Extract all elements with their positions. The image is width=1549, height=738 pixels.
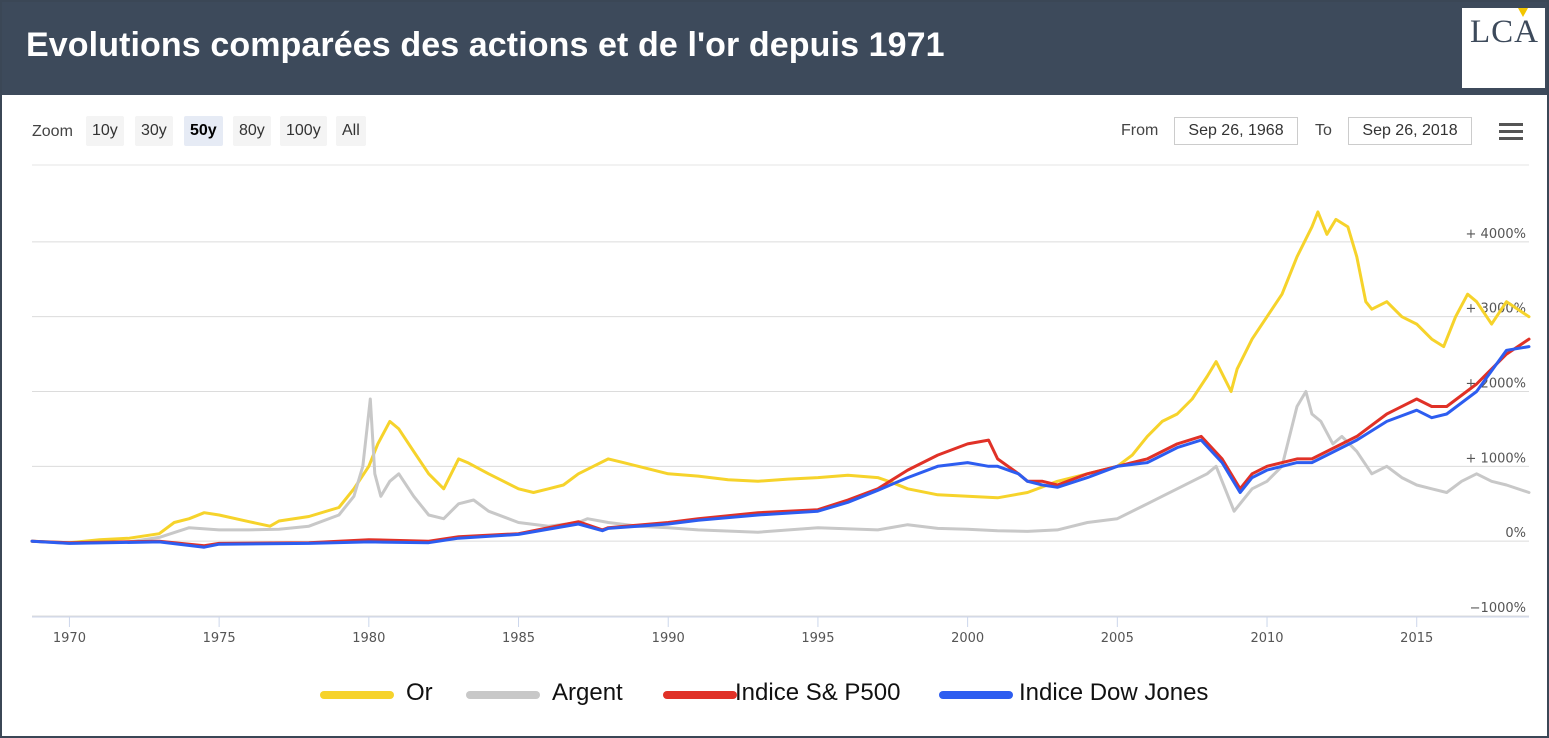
legend-swatch-or xyxy=(320,691,394,699)
x-tick-label: 1980 xyxy=(352,631,385,646)
page-title: Evolutions comparées des actions et de l… xyxy=(26,26,945,64)
zoom-button-50y[interactable]: 50y xyxy=(184,116,223,146)
range-toolbar: Zoom 10y 30y 50y 80y 100y All From Sep 2… xyxy=(2,95,1547,165)
series-line-dowjones xyxy=(30,345,1531,549)
zoom-button-10y[interactable]: 10y xyxy=(86,116,124,146)
to-label: To xyxy=(1315,122,1332,139)
x-tick-label: 2010 xyxy=(1250,631,1283,646)
zoom-button-30y[interactable]: 30y xyxy=(135,116,173,146)
header-bar: Evolutions comparées des actions et de l… xyxy=(2,2,1547,95)
y-tick-label: + 4000% xyxy=(1466,227,1526,242)
y-tick-label: 0% xyxy=(1505,526,1526,541)
from-label: From xyxy=(1121,122,1159,139)
legend-swatch-dowjones xyxy=(939,691,1013,699)
x-tick-label: 1985 xyxy=(502,631,535,646)
legend-swatch-argent xyxy=(466,691,540,699)
legend-label-or: Or xyxy=(406,679,433,706)
from-date-input[interactable]: Sep 26, 1968 xyxy=(1174,117,1298,145)
chart-legend: Or Argent Indice S& P500 Indice Dow Jone… xyxy=(2,670,1547,714)
x-tick-label: 1990 xyxy=(652,631,685,646)
x-tick-label: 1995 xyxy=(801,631,834,646)
to-date-input[interactable]: Sep 26, 2018 xyxy=(1348,117,1472,145)
x-tick-label: 2000 xyxy=(951,631,984,646)
series-line-or xyxy=(30,210,1531,545)
lca-logo: LCA xyxy=(1462,8,1545,88)
zoom-button-all[interactable]: All xyxy=(336,116,366,146)
y-tick-label: + 1000% xyxy=(1466,451,1526,466)
hamburger-menu-icon[interactable] xyxy=(1499,123,1523,141)
x-tick-label: 2015 xyxy=(1400,631,1433,646)
legend-label-sp500: Indice S& P500 xyxy=(735,679,901,706)
line-chart: + 4000%+ 3000%+ 2000%+ 1000%0%−1000%1970… xyxy=(30,164,1531,646)
y-tick-label: −1000% xyxy=(1470,601,1526,616)
logo-accent-mark xyxy=(1518,8,1528,17)
x-tick-label: 2005 xyxy=(1101,631,1134,646)
series-line-argent xyxy=(30,390,1531,545)
logo-text: LCA xyxy=(1470,14,1539,50)
x-tick-label: 1970 xyxy=(53,631,86,646)
zoom-button-100y[interactable]: 100y xyxy=(280,116,327,146)
legend-label-argent: Argent xyxy=(552,679,623,706)
x-tick-label: 1975 xyxy=(203,631,236,646)
zoom-label: Zoom xyxy=(32,123,73,140)
legend-label-dowjones: Indice Dow Jones xyxy=(1019,679,1209,706)
zoom-button-80y[interactable]: 80y xyxy=(233,116,271,146)
legend-swatch-sp500 xyxy=(663,691,737,699)
